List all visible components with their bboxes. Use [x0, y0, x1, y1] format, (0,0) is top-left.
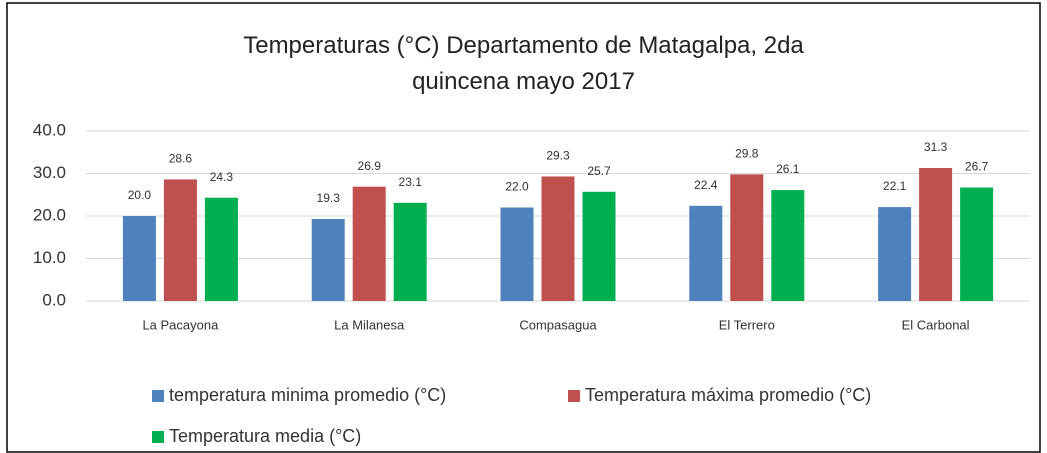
bar — [730, 174, 764, 301]
legend-label: temperatura minima promedio (°C) — [169, 385, 446, 405]
x-tick-label: El Carbonal — [902, 317, 970, 332]
x-tick-label: El Terrero — [719, 317, 775, 332]
data-label: 20.0 — [128, 188, 152, 202]
data-label: 22.1 — [883, 179, 907, 193]
y-tick-label: 30.0 — [33, 163, 66, 182]
data-label: 23.1 — [399, 175, 423, 189]
data-label: 24.3 — [210, 170, 234, 184]
legend-swatch — [568, 390, 580, 402]
legend-label: Temperatura media (°C) — [169, 426, 361, 446]
data-label: 22.4 — [694, 178, 718, 192]
data-label: 26.7 — [965, 160, 989, 174]
title-box: Temperaturas (°C) Departamento de Mataga… — [0, 28, 1047, 100]
data-label: 31.3 — [924, 140, 948, 154]
y-tick-label: 40.0 — [33, 120, 66, 139]
y-tick-label: 20.0 — [33, 205, 66, 224]
legend-swatch — [152, 431, 164, 443]
x-tick-label: La Pacayona — [142, 317, 219, 332]
bar — [393, 202, 427, 301]
data-label: 19.3 — [317, 191, 341, 205]
x-tick-label: Compasagua — [519, 317, 597, 332]
x-tick-label: La Milanesa — [334, 317, 405, 332]
bar — [163, 179, 197, 301]
legend-swatch — [152, 390, 164, 402]
bar — [500, 207, 534, 301]
data-label: 26.1 — [776, 162, 800, 176]
bar — [689, 205, 723, 301]
data-label: 29.8 — [735, 147, 759, 161]
y-tick-label: 0.0 — [42, 290, 66, 309]
legend-label: Temperatura máxima promedio (°C) — [585, 385, 871, 405]
data-label: 26.9 — [358, 159, 382, 173]
data-label: 25.7 — [587, 164, 611, 178]
bar — [352, 186, 386, 301]
y-tick-label: 10.0 — [33, 248, 66, 267]
bar — [582, 191, 616, 301]
bar — [919, 167, 953, 301]
bar — [122, 216, 156, 301]
bar — [960, 187, 994, 301]
data-label: 29.3 — [546, 149, 570, 163]
bar — [541, 176, 575, 301]
bar — [878, 207, 912, 301]
data-label: 28.6 — [169, 152, 193, 166]
data-label: 22.0 — [505, 180, 529, 194]
bar — [204, 197, 238, 301]
bar — [771, 190, 805, 301]
bar — [311, 218, 345, 301]
chart-title: Temperaturas (°C) Departamento de Mataga… — [243, 32, 804, 95]
